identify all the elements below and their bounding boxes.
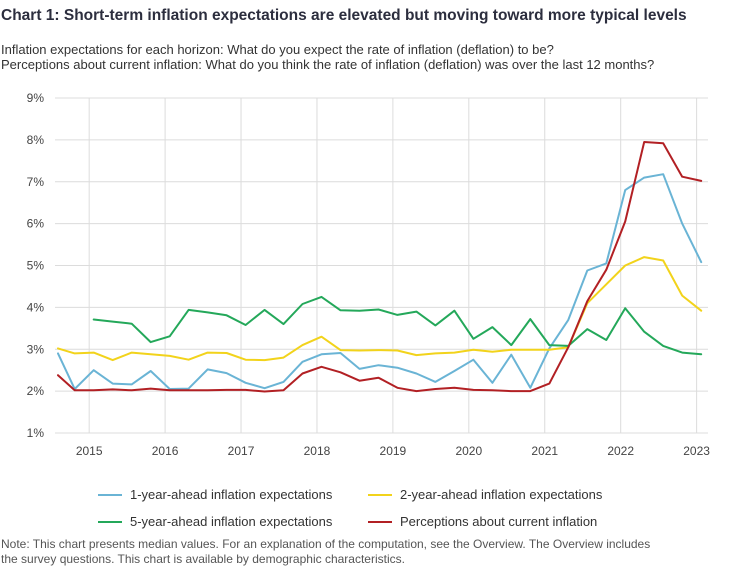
x-tick-label: 2016 <box>152 444 179 458</box>
legend-swatch-perceptions <box>368 520 392 523</box>
x-tick-label: 2020 <box>455 444 482 458</box>
y-tick-label: 1% <box>27 426 45 440</box>
note-line-2: the survey questions. This chart is avai… <box>1 552 405 566</box>
series-line-3 <box>57 141 703 393</box>
series-lines <box>57 141 703 393</box>
y-axis-ticks: 1% 2% 3% 4% 5% 6% 7% 8% 9% <box>27 91 45 440</box>
legend-swatch-5yr <box>98 520 122 523</box>
x-tick-label: 2022 <box>607 444 634 458</box>
y-tick-label: 6% <box>27 217 45 231</box>
legend-label-1yr: 1-year-ahead inflation expectations <box>130 487 333 502</box>
y-tick-label: 4% <box>27 300 45 314</box>
grid-lines <box>55 97 708 434</box>
subtitle-line-2: Perceptions about current inflation: Wha… <box>1 57 655 72</box>
legend-label-5yr: 5-year-ahead inflation expectations <box>130 514 333 529</box>
chart-note: Note: This chart presents median values.… <box>1 537 650 567</box>
subtitle-line-1: Inflation expectations for each horizon:… <box>1 42 554 57</box>
chart-subtitle: Inflation expectations for each horizon:… <box>1 42 654 72</box>
chart-title: Chart 1: Short-term inflation expectatio… <box>1 7 687 24</box>
y-tick-label: 5% <box>27 259 45 273</box>
y-tick-label: 8% <box>27 133 45 147</box>
x-axis-ticks: 2015 2016 2017 2018 2019 2020 2021 2022 2023 <box>76 444 710 458</box>
legend-swatch-1yr <box>98 493 122 496</box>
legend-label-2yr: 2-year-ahead inflation expectations <box>400 487 603 502</box>
x-tick-label: 2015 <box>76 444 103 458</box>
legend-item-2yr: 2-year-ahead inflation expectations <box>368 487 602 502</box>
note-line-1: Note: This chart presents median values.… <box>1 537 651 551</box>
x-tick-label: 2019 <box>380 444 407 458</box>
legend-swatch-2yr <box>368 493 392 496</box>
legend-item-1yr: 1-year-ahead inflation expectations <box>98 487 332 502</box>
x-tick-label: 2023 <box>683 444 710 458</box>
series-line-0 <box>57 173 703 390</box>
x-tick-label: 2018 <box>304 444 331 458</box>
y-tick-label: 9% <box>27 91 45 105</box>
series-line-2 <box>92 295 703 356</box>
legend-item-5yr: 5-year-ahead inflation expectations <box>98 514 332 529</box>
x-tick-label: 2021 <box>531 444 558 458</box>
y-tick-label: 7% <box>27 175 45 189</box>
series-line-1 <box>57 256 703 362</box>
legend-item-perceptions: Perceptions about current inflation <box>368 514 597 529</box>
legend-label-perceptions: Perceptions about current inflation <box>400 514 598 529</box>
y-tick-label: 2% <box>27 384 45 398</box>
x-tick-label: 2017 <box>228 444 255 458</box>
y-tick-label: 3% <box>27 342 45 356</box>
